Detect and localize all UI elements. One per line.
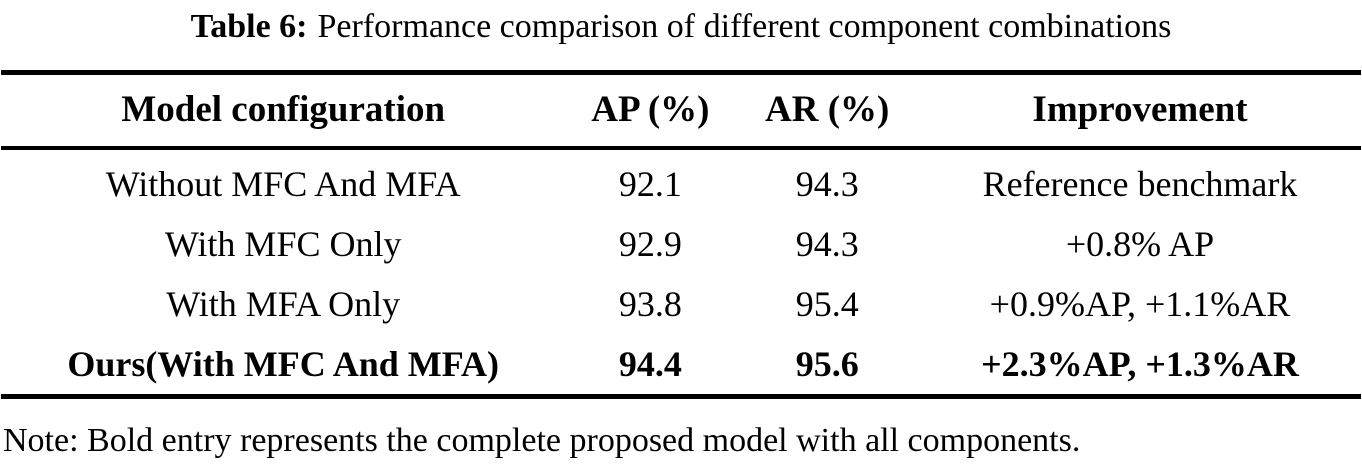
- column-header-improvement: Improvement: [918, 72, 1361, 150]
- cell-improvement: +0.9%AP, +1.1%AR: [989, 284, 1291, 324]
- header-row: Model configuration AP (%) AR (%) Improv…: [1, 72, 1361, 150]
- cell-ar: 94.3: [795, 224, 859, 264]
- table-caption-text: Performance comparison of different comp…: [317, 8, 1172, 45]
- table-note: Note: Bold entry represents the complete…: [3, 422, 1081, 459]
- cell-ar: 94.3: [795, 164, 859, 204]
- cell-ap: 94.4: [618, 344, 682, 384]
- cell-ap: 93.8: [618, 284, 682, 324]
- table-caption-label: Table 6:: [190, 8, 308, 45]
- cell-model-configuration: Ours(With MFC And MFA): [67, 344, 500, 384]
- cell-ar: 95.6: [795, 344, 859, 384]
- table-caption: Table 6: Performance comparison of differ…: [1, 0, 1361, 49]
- table-figure: Table 6: Performance comparison of differ…: [1, 0, 1361, 462]
- table-row: Without MFC And MFA 92.1 94.3 Reference …: [1, 148, 1361, 214]
- cell-model-configuration: With MFA Only: [166, 284, 401, 324]
- table-row: With MFA Only 93.8 95.4 +0.9%AP, +1.1%AR: [1, 274, 1361, 334]
- cell-model-configuration: Without MFC And MFA: [105, 164, 461, 204]
- cell-ar: 95.4: [795, 284, 859, 324]
- column-header-model-configuration: Model configuration: [1, 72, 566, 150]
- cell-ap: 92.9: [618, 224, 682, 264]
- results-table: Model configuration AP (%) AR (%) Improv…: [1, 70, 1361, 399]
- column-header-ar: AR (%): [735, 72, 919, 150]
- table-row: With MFC Only 92.9 94.3 +0.8% AP: [1, 214, 1361, 274]
- cell-model-configuration: With MFC Only: [164, 224, 402, 264]
- column-header-ap: AP (%): [565, 72, 736, 150]
- cell-improvement: +2.3%AP, +1.3%AR: [981, 344, 1299, 384]
- cell-ap: 92.1: [618, 164, 682, 204]
- cell-improvement: +0.8% AP: [1065, 224, 1215, 264]
- table-row-ours: Ours(With MFC And MFA) 94.4 95.6 +2.3%AP…: [1, 334, 1361, 397]
- cell-improvement: Reference benchmark: [982, 164, 1298, 204]
